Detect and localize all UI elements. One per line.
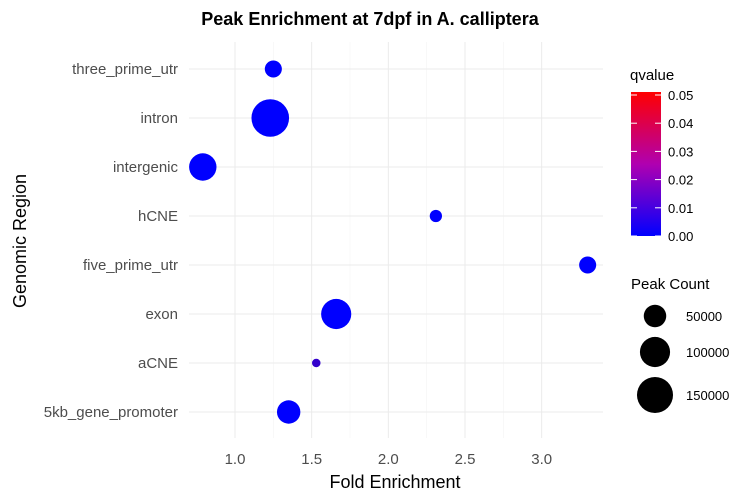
peak-count-key-circle xyxy=(639,336,671,368)
y-axis-tick-labels: 5kb_gene_promoter aCNE exon five_prime_utr h… xyxy=(44,61,179,421)
chart-title: Peak Enrichment at 7dpf in A. calliptera xyxy=(201,9,539,29)
peak-count-key-circle xyxy=(643,304,667,328)
qvalue-tick-label: 0.05 xyxy=(668,88,693,103)
data-point xyxy=(251,99,290,137)
data-point xyxy=(312,358,321,368)
peak-count-key-label: 100000 xyxy=(686,345,729,360)
peak-count-legend-keys: 50000 100000 150000 xyxy=(636,304,729,414)
qvalue-tick-label: 0.03 xyxy=(668,144,693,159)
qvalue-tick-label: 0.04 xyxy=(668,116,693,131)
x-tick-label: 1.0 xyxy=(225,451,246,468)
data-point xyxy=(189,153,217,181)
x-tick-label: 3.0 xyxy=(531,451,552,468)
peak-count-legend: Peak Count 50000 100000 150000 xyxy=(631,276,729,414)
y-tick-label: exon xyxy=(145,306,178,323)
qvalue-tick-label: 0.00 xyxy=(668,229,693,244)
x-tick-label: 1.5 xyxy=(301,451,322,468)
qvalue-tick-label: 0.02 xyxy=(668,173,693,188)
x-tick-label: 2.5 xyxy=(455,451,476,468)
y-axis-title: Genomic Region xyxy=(10,174,30,308)
x-axis-title: Fold Enrichment xyxy=(329,472,460,492)
qvalue-legend-title: qvalue xyxy=(630,67,674,84)
data-point xyxy=(321,298,352,330)
x-axis-tick-labels: 1.0 1.5 2.0 2.5 3.0 xyxy=(225,451,553,468)
peak-count-key-label: 50000 xyxy=(686,309,722,324)
data-point xyxy=(264,60,282,78)
y-tick-label: five_prime_utr xyxy=(83,257,178,274)
qvalue-legend: qvalue 0.00 0.01 0.02 0.03 0.04 0.05 xyxy=(630,67,693,244)
y-tick-label: intergenic xyxy=(113,159,179,176)
y-tick-label: aCNE xyxy=(138,355,178,372)
data-points xyxy=(189,60,597,424)
data-point xyxy=(429,209,443,223)
data-point xyxy=(276,400,301,424)
y-tick-label: intron xyxy=(140,110,178,127)
peak-count-key-circle xyxy=(636,376,674,414)
plot-grid xyxy=(189,42,603,438)
peak-count-legend-title: Peak Count xyxy=(631,276,710,293)
peak-count-key-label: 150000 xyxy=(686,388,729,403)
x-tick-label: 2.0 xyxy=(378,451,399,468)
y-tick-label: three_prime_utr xyxy=(72,61,178,78)
y-tick-label: hCNE xyxy=(138,208,178,225)
qvalue-legend-ticks: 0.00 0.01 0.02 0.03 0.04 0.05 xyxy=(631,88,693,244)
y-tick-label: 5kb_gene_promoter xyxy=(44,404,178,421)
qvalue-tick-label: 0.01 xyxy=(668,201,693,216)
data-point xyxy=(579,256,597,274)
qvalue-colorbar xyxy=(631,92,661,236)
